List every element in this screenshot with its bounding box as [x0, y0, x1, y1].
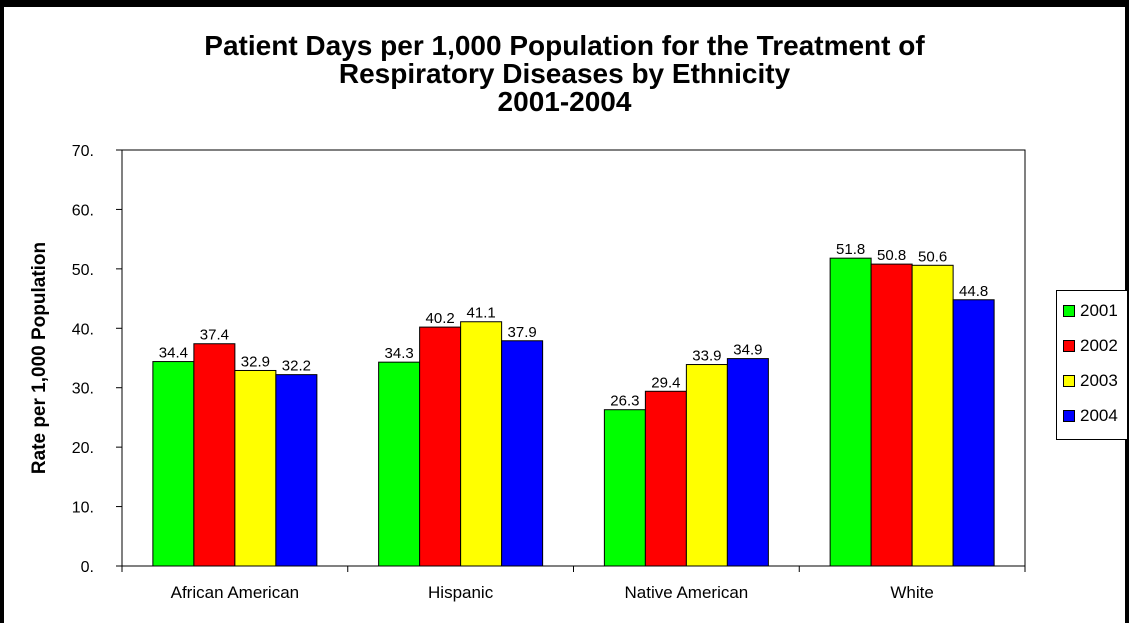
legend-label: 2002: [1080, 336, 1118, 355]
chart-title-line-2: Respiratory Diseases by Ethnicity: [338, 58, 791, 89]
bar-2004-0: [275, 374, 318, 567]
y-tick-label: 70.: [72, 143, 94, 160]
y-tick-label: 20.: [72, 440, 94, 457]
bar-2001-2: [603, 409, 646, 567]
data-label: 51.8: [836, 241, 865, 258]
data-label: 34.9: [733, 342, 762, 359]
y-tick-label: 50.: [72, 262, 94, 279]
bar-2003-3: [911, 264, 954, 567]
data-label: 40.2: [426, 310, 455, 327]
bar-2003-0: [234, 369, 277, 567]
data-label: 37.4: [200, 327, 229, 344]
legend-item-2003: 2003: [1063, 371, 1118, 391]
bar-2002-1: [419, 326, 462, 567]
bar-2004-2: [726, 358, 769, 567]
category-label: Native American: [624, 583, 748, 602]
data-label: 34.3: [385, 345, 414, 362]
data-label: 33.9: [692, 348, 721, 365]
bar-2001-1: [378, 361, 421, 567]
y-tick-label: 10.: [72, 500, 94, 517]
data-label: 32.2: [282, 358, 311, 375]
plot-area: 0. 10. 20. 30. 40. 50. 60. 70. 34.4 37.4 32.9 32.2 A…: [72, 143, 1026, 602]
bar-2004-3: [952, 299, 995, 567]
data-label: 32.9: [241, 353, 270, 370]
chart-title-line-1: Patient Days per 1,000 Population for th…: [204, 30, 925, 61]
bar-2001-3: [829, 257, 872, 567]
data-label: 34.4: [159, 345, 188, 362]
legend-item-2002: 2002: [1063, 336, 1118, 356]
legend-label: 2004: [1080, 406, 1118, 425]
category-label: White: [890, 583, 933, 602]
data-label: 50.6: [918, 248, 947, 265]
legend-item-2001: 2001: [1063, 301, 1118, 321]
legend-swatch: [1063, 410, 1075, 422]
legend-swatch: [1063, 340, 1075, 352]
bar-2001-0: [152, 361, 195, 567]
bar-2003-1: [460, 321, 503, 567]
data-label: 41.1: [467, 305, 496, 322]
data-label: 26.3: [610, 393, 639, 410]
bar-2002-0: [193, 343, 236, 567]
y-tick-label: 30.: [72, 381, 94, 398]
bar-2002-2: [644, 390, 687, 567]
y-tick-label: 40.: [72, 321, 94, 338]
legend: 2001 2002 2003 2004: [1056, 290, 1128, 440]
chart-title-line-3: 2001-2004: [497, 86, 632, 117]
bar-2004-1: [501, 340, 544, 567]
chart-title: Patient Days per 1,000 Population for th…: [0, 32, 1129, 116]
bar-2003-2: [685, 364, 728, 567]
legend-swatch: [1063, 305, 1075, 317]
bar-2002-3: [870, 263, 913, 567]
legend-item-2004: 2004: [1063, 406, 1118, 426]
data-label: 50.8: [877, 247, 906, 264]
data-label: 44.8: [959, 283, 988, 300]
legend-swatch: [1063, 375, 1075, 387]
legend-label: 2003: [1080, 371, 1118, 390]
category-label: African American: [171, 583, 300, 602]
y-axis-title: Rate per 1,000 Population: [29, 242, 50, 474]
y-tick-label: 60.: [72, 202, 94, 219]
data-label: 37.9: [508, 324, 537, 341]
data-label: 29.4: [651, 374, 680, 391]
legend-label: 2001: [1080, 301, 1118, 320]
y-tick-label: 0.: [81, 559, 94, 576]
category-label: Hispanic: [428, 583, 494, 602]
